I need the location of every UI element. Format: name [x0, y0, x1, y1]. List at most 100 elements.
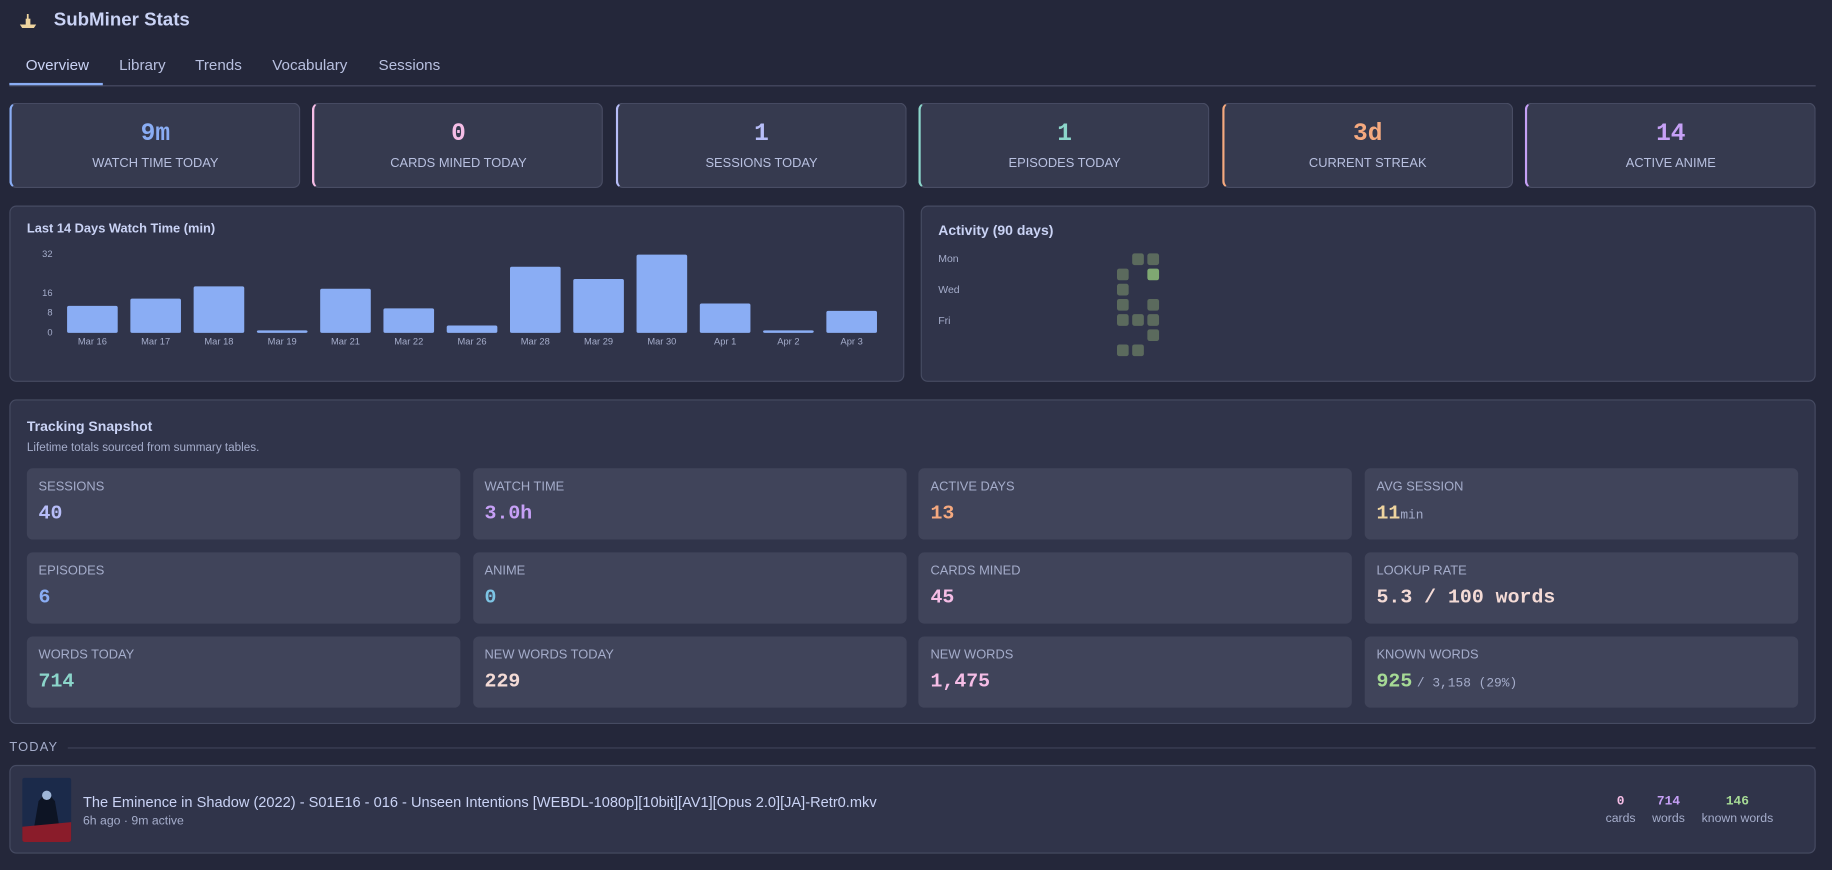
tab[interactable]: Vocabulary	[272, 56, 348, 74]
item-value-row: 13	[931, 503, 955, 525]
x-tick-label: Apr 2	[777, 337, 799, 347]
item-label: ANIME	[484, 564, 526, 579]
x-tick-label: Mar 18	[204, 337, 233, 347]
item-value: 3.0h	[484, 503, 533, 526]
item-value: 1,475	[930, 671, 991, 694]
snapshot-item: EPISODES 6	[26, 552, 461, 624]
stat-value: 9m	[140, 121, 171, 149]
item-value: 229	[484, 671, 521, 694]
tab[interactable]: Overview	[25, 56, 90, 74]
app-title: SubMiner Stats	[53, 10, 190, 31]
x-tick-label: Mar 17	[141, 337, 170, 347]
bar	[509, 266, 561, 333]
chart-title: Last 14 Days Watch Time (min)	[27, 220, 215, 235]
item-value-row: 40	[39, 503, 63, 525]
stat-label: SESSIONS TODAY	[705, 156, 818, 171]
heat-cell	[1132, 344, 1144, 357]
bar	[67, 305, 118, 333]
stat-value: 0	[451, 121, 466, 149]
stat-value: 1	[1057, 121, 1072, 149]
y-tick-label: 32	[42, 249, 52, 259]
heat-cell	[1147, 268, 1160, 281]
item-value-row: 6	[39, 587, 51, 609]
item-label: KNOWN WORDS	[1376, 648, 1479, 663]
thumb-accent	[22, 822, 72, 842]
session-stat-value: 714	[1656, 795, 1681, 810]
snapshot-item: CARDS MINED 45	[918, 552, 1353, 624]
item-label: NEW WORDS	[930, 648, 1014, 663]
day-label: Fri	[938, 315, 950, 327]
heat-cell	[1132, 253, 1144, 266]
heat-cell	[1116, 344, 1129, 357]
x-tick-label: Mar 16	[78, 337, 107, 347]
tab[interactable]: Trends	[195, 56, 242, 74]
heat-cell	[1116, 268, 1129, 281]
day-label: Wed	[938, 284, 960, 296]
bar	[383, 308, 435, 333]
stat-value: 1	[754, 121, 769, 149]
snapshot-subtitle: Lifetime totals sourced from summary tab…	[26, 441, 260, 455]
item-value: 45	[930, 587, 955, 610]
item-label: EPISODES	[38, 564, 105, 579]
snapshot-item: AVG SESSION 11min	[1364, 468, 1799, 540]
divider	[67, 747, 1816, 749]
item-value-row: 0	[485, 587, 497, 609]
snapshot-item: NEW WORDS 1,475	[918, 636, 1353, 708]
item-label: SESSIONS	[38, 479, 105, 494]
heat-cell	[1147, 298, 1160, 311]
item-value-row: 1,475	[931, 671, 991, 693]
activity-heatmap: Activity (90 days) Mon Wed Fri	[938, 222, 1160, 357]
heat-cell	[1116, 283, 1129, 296]
thumb-glow	[42, 790, 52, 800]
item-label: AVG SESSION	[1376, 479, 1464, 494]
item-value-row: 5.3 / 100 words	[1376, 587, 1555, 609]
bar	[256, 330, 308, 333]
item-unit: min	[1400, 509, 1424, 524]
heat-cell	[1116, 298, 1129, 311]
stat-card: 3d CURRENT STREAK	[1221, 102, 1513, 189]
stat-card: 9m WATCH TIME TODAY	[9, 102, 301, 189]
snapshot-item: LOOKUP RATE 5.3 / 100 words	[1364, 552, 1799, 624]
item-value-row: 925/ 3,158 (29%)	[1376, 671, 1517, 693]
activity-panel: Activity (90 days) Mon Wed Fri	[920, 205, 1816, 382]
item-label: WATCH TIME	[484, 479, 565, 494]
item-value-row: 45	[931, 587, 955, 609]
session-stat-label: known words	[1701, 811, 1774, 826]
thumbnail	[22, 777, 72, 842]
item-label: CARDS MINED	[930, 564, 1021, 579]
item-detail: / 3,158 (29%)	[1416, 677, 1518, 692]
session-row[interactable]: The Eminence in Shadow (2022) - S01E16 -…	[9, 764, 1816, 854]
session-stat-value: 146	[1725, 795, 1749, 810]
item-value-row: 11min	[1376, 503, 1423, 525]
bar	[826, 310, 877, 333]
item-value: 13	[930, 503, 955, 526]
bar	[636, 254, 688, 333]
bar	[193, 286, 245, 333]
heat-cell	[1116, 314, 1129, 326]
bar	[763, 330, 814, 333]
snapshot-item: SESSIONS 40	[26, 468, 461, 540]
session-title: The Eminence in Shadow (2022) - S01E16 -…	[82, 794, 877, 811]
app-icon	[19, 14, 37, 29]
y-tick-label: 16	[42, 288, 52, 298]
stat-label: CURRENT STREAK	[1308, 156, 1427, 171]
item-value: 11	[1376, 503, 1401, 526]
snapshot-panel: Tracking Snapshot Lifetime totals source…	[9, 399, 1816, 725]
tab[interactable]: Sessions	[378, 56, 441, 74]
item-label: NEW WORDS TODAY	[484, 648, 614, 663]
x-tick-label: Mar 29	[584, 337, 613, 347]
stat-card: 0 CARDS MINED TODAY	[312, 102, 604, 189]
x-tick-label: Mar 19	[268, 337, 297, 347]
item-value-row: 714	[39, 671, 75, 693]
chart-panel: Last 14 Days Watch Time (min) 0 8 16 32 Mar …	[9, 205, 905, 382]
stat-label: WATCH TIME TODAY	[92, 156, 219, 171]
heat-cell	[1147, 253, 1160, 266]
stat-label: ACTIVE ANIME	[1625, 156, 1716, 171]
stat-value: 14	[1656, 121, 1686, 149]
day-label: Mon	[938, 253, 959, 265]
x-tick-label: Apr 1	[714, 337, 736, 347]
snapshot-item: WORDS TODAY 714	[26, 636, 461, 708]
snapshot-item: NEW WORDS TODAY 229	[472, 636, 907, 708]
tab[interactable]: Library	[119, 56, 166, 74]
